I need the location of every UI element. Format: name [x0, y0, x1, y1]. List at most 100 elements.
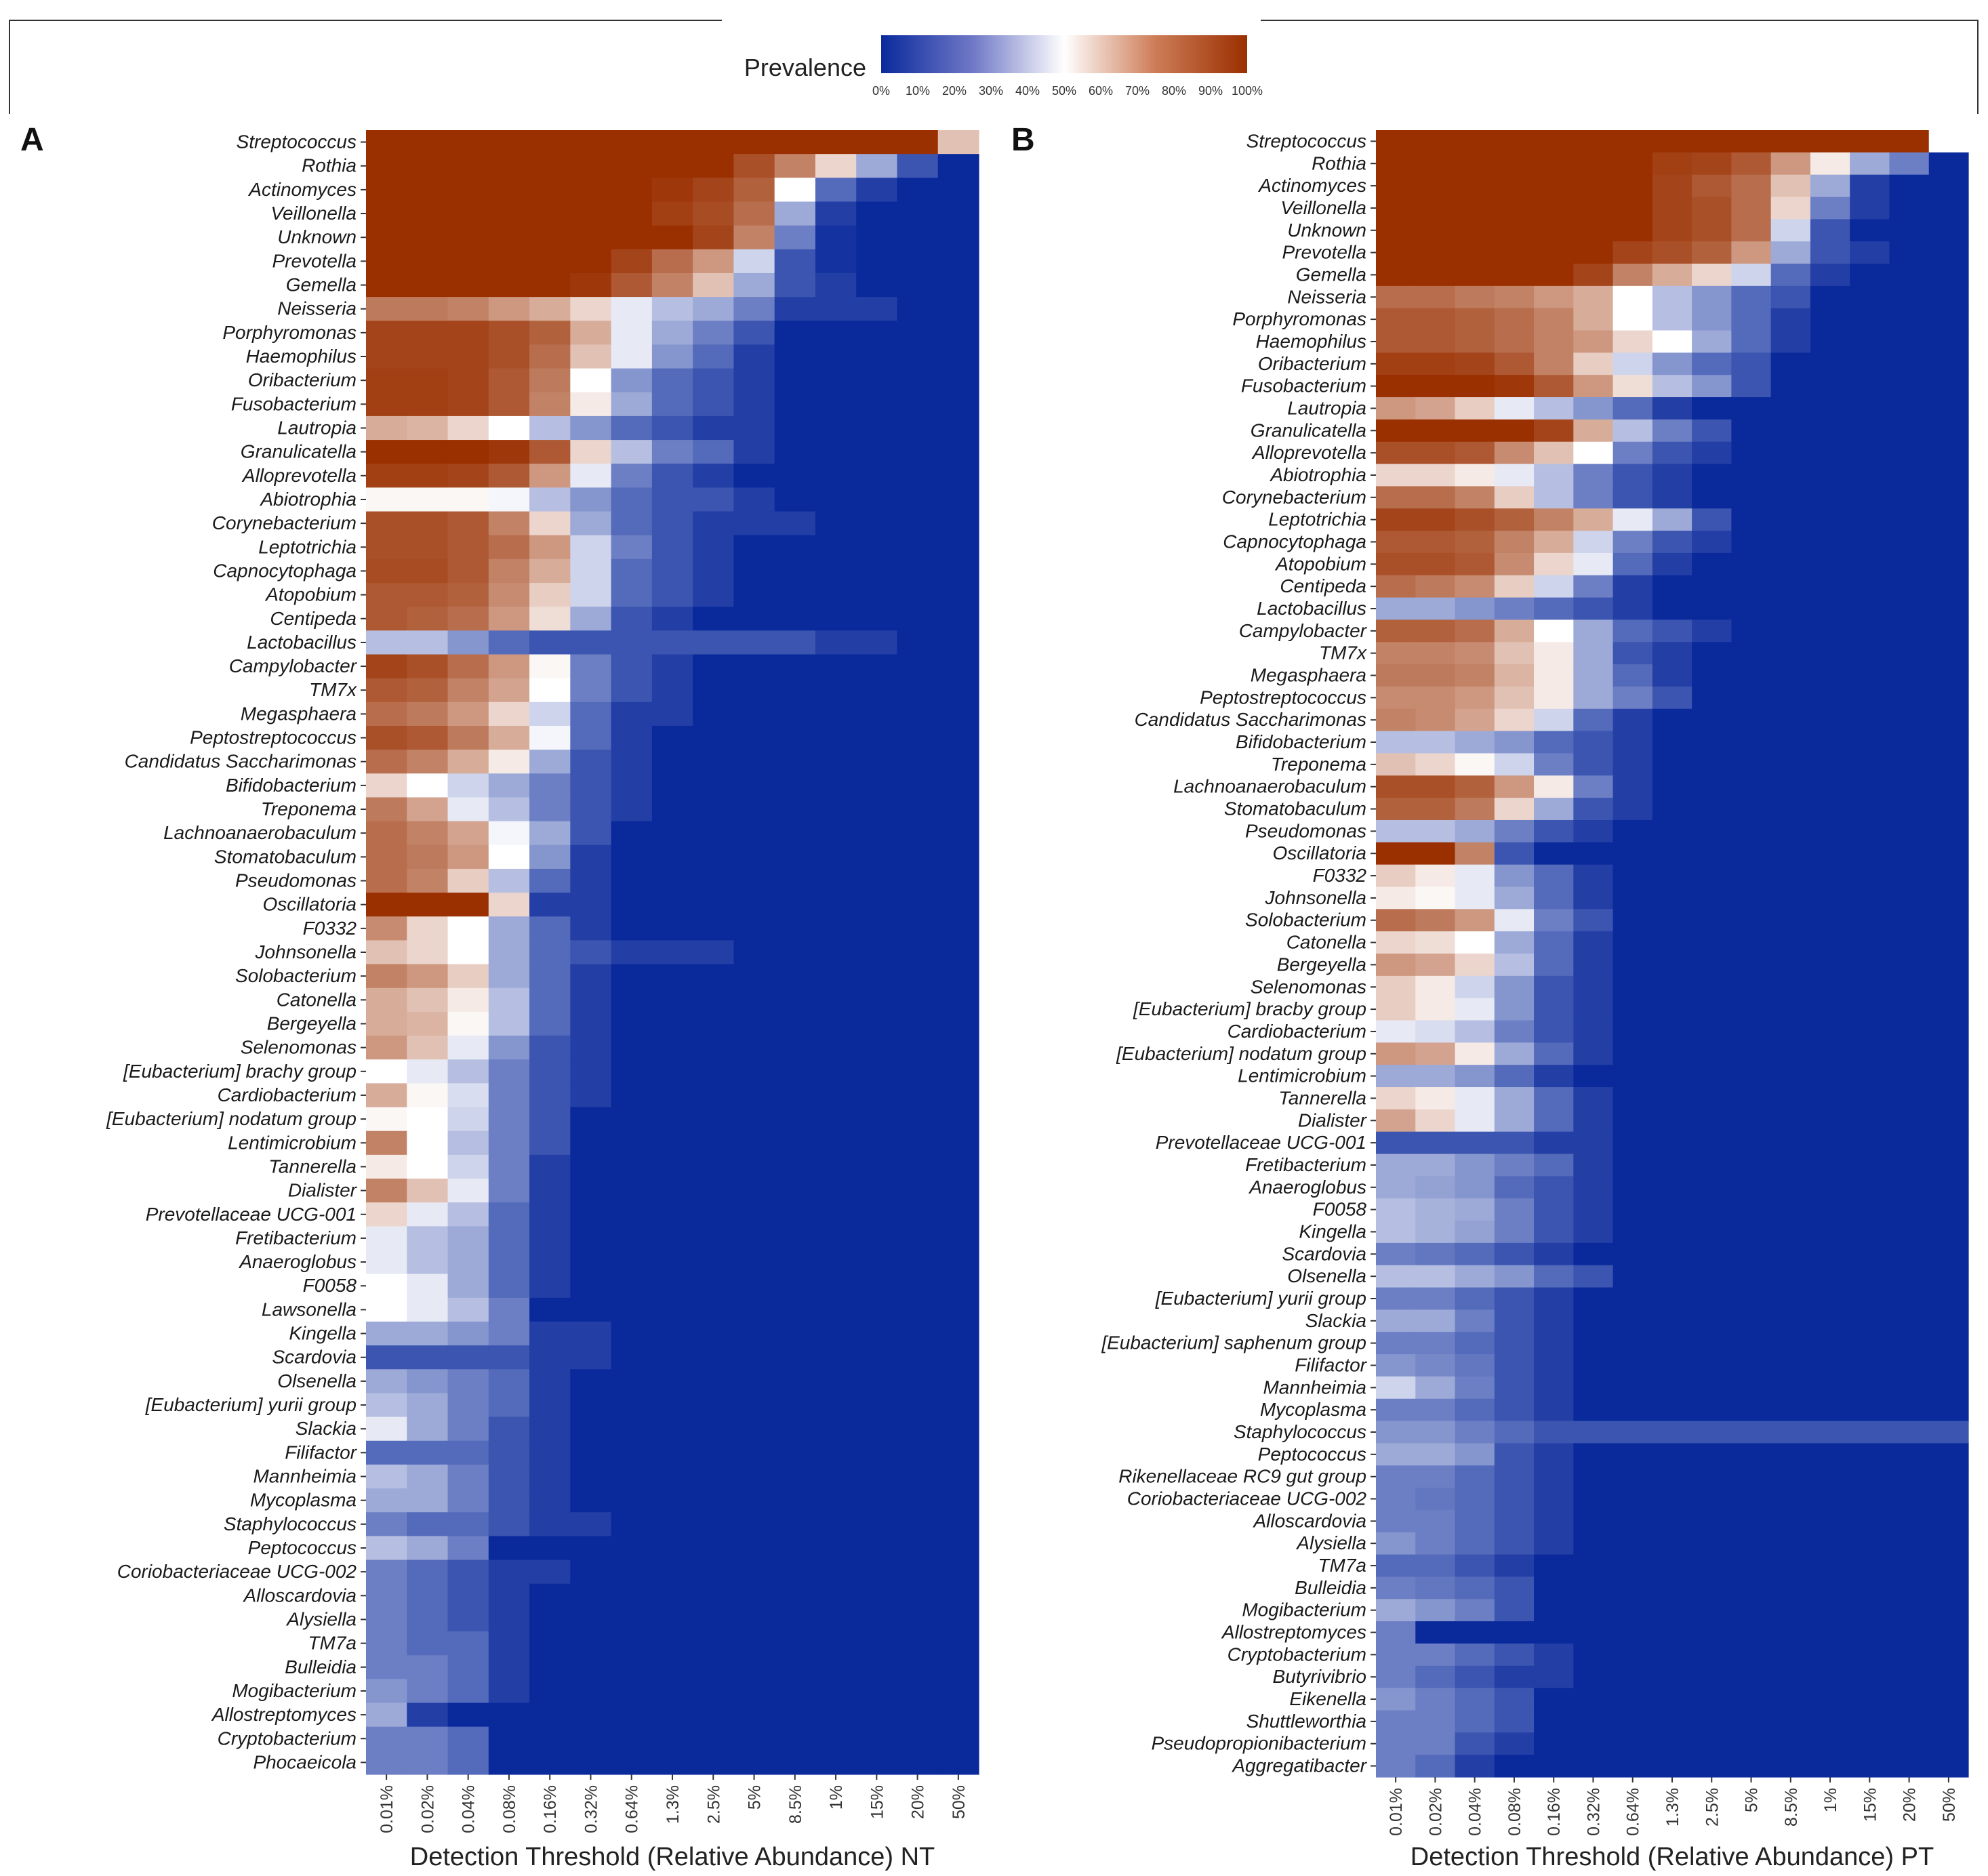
heatmap-cell — [488, 1036, 530, 1060]
heatmap-cell — [1770, 531, 1811, 554]
x-tick-label: 0.02% — [1426, 1788, 1445, 1836]
heatmap-cell — [570, 725, 612, 750]
x-tick-label: 0.16% — [1545, 1788, 1564, 1836]
heatmap-cell — [856, 1631, 898, 1656]
heatmap-cell — [815, 893, 857, 917]
heatmap-cell — [1770, 1087, 1811, 1110]
heatmap-cell — [774, 1036, 816, 1060]
heatmap-cell — [937, 130, 979, 155]
heatmap-cell — [1455, 1020, 1495, 1043]
y-tick-label: Prevotellaceae UCG-001 — [1156, 1132, 1366, 1153]
y-tick-label: [Eubacterium] yurii group — [145, 1394, 357, 1415]
heatmap-cell — [611, 1726, 653, 1751]
heatmap-cell — [1494, 1532, 1535, 1555]
heatmap-cell — [1692, 174, 1732, 198]
heatmap-cell — [1850, 1688, 1890, 1711]
heatmap-cell — [815, 368, 857, 393]
heatmap-cell — [774, 701, 816, 727]
heatmap-cell — [570, 868, 612, 893]
heatmap-cell — [366, 154, 407, 178]
heatmap-cell — [366, 1250, 407, 1275]
heatmap-cell — [1573, 1621, 1614, 1644]
heatmap-cell — [1692, 419, 1732, 443]
heatmap-cell — [1573, 619, 1614, 643]
heatmap-cell — [1534, 1465, 1574, 1488]
heatmap-cell — [651, 1250, 693, 1275]
heatmap-cell — [1928, 1599, 1969, 1622]
heatmap-cell — [1534, 1242, 1574, 1266]
heatmap-cell — [1652, 264, 1692, 287]
heatmap-cell — [1889, 619, 1930, 643]
heatmap-cell — [407, 654, 449, 679]
heatmap-cell — [1928, 219, 1969, 242]
heatmap-cell — [897, 750, 939, 774]
heatmap-cell — [1612, 1443, 1653, 1466]
legend-tick-label: 20% — [942, 84, 967, 98]
heatmap-cell — [651, 297, 693, 321]
heatmap-cell — [1415, 1710, 1456, 1733]
heatmap-cell — [366, 607, 407, 631]
heatmap-cell — [1494, 1621, 1535, 1644]
heatmap-cell — [897, 1607, 939, 1632]
legend-frame — [9, 20, 1979, 114]
heatmap-cell — [897, 987, 939, 1013]
heatmap-cell — [651, 1345, 693, 1370]
heatmap-cell — [937, 1036, 979, 1060]
heatmap-cell — [733, 1130, 775, 1156]
heatmap-cell — [897, 1369, 939, 1394]
heatmap-cell — [1770, 352, 1811, 375]
heatmap-cell — [611, 415, 653, 441]
y-tick-label: Alloscardovia — [1252, 1510, 1366, 1531]
heatmap-cell — [1652, 1576, 1692, 1599]
heatmap-cell — [488, 1369, 530, 1394]
heatmap-cell — [1494, 819, 1535, 843]
heatmap-cell — [570, 297, 612, 321]
heatmap-cell — [1573, 1665, 1614, 1689]
heatmap-cell — [693, 558, 734, 584]
legend-tick-label: 10% — [906, 84, 930, 98]
heatmap-cell — [1494, 1554, 1535, 1578]
heatmap-cell — [611, 893, 653, 917]
y-tick-label: Oribacterium — [1258, 353, 1366, 374]
heatmap-cell — [1494, 1065, 1535, 1088]
heatmap-cell — [1573, 1020, 1614, 1043]
heatmap-cell — [1770, 1198, 1811, 1221]
heatmap-cell — [1652, 508, 1692, 531]
heatmap-cell — [1534, 1710, 1574, 1733]
heatmap-cell — [1534, 1332, 1574, 1355]
heatmap-cell — [570, 1059, 612, 1084]
heatmap-cell — [733, 1297, 775, 1322]
heatmap-cell — [611, 201, 653, 226]
heatmap-cell — [407, 1536, 449, 1561]
heatmap-cell — [651, 1631, 693, 1656]
heatmap-cell — [529, 1345, 571, 1370]
heatmap-cell — [1455, 1643, 1495, 1667]
heatmap-cell — [1810, 1065, 1850, 1088]
heatmap-cell — [815, 130, 857, 155]
heatmap-cell — [651, 1297, 693, 1322]
heatmap-cell — [529, 1536, 571, 1561]
y-tick-label: Veillonella — [1280, 197, 1366, 218]
heatmap-cell — [1692, 619, 1732, 643]
heatmap-cell — [856, 797, 898, 822]
heatmap-cell — [488, 701, 530, 727]
x-tick-label: 15% — [1861, 1788, 1880, 1822]
heatmap-cell — [488, 1655, 530, 1679]
heatmap-cell — [1850, 285, 1890, 309]
heatmap-cell — [488, 178, 530, 203]
heatmap-cell — [1534, 375, 1574, 398]
heatmap-cell — [1770, 642, 1811, 665]
legend: Prevalence 0% 10% 20% 30% 40% 50% 60% 70% 80% 90%… — [744, 35, 1263, 98]
heatmap-cell — [1770, 998, 1811, 1021]
heatmap-cell — [1376, 575, 1416, 598]
heatmap-cell — [815, 1369, 857, 1394]
heatmap-cell — [1652, 909, 1692, 932]
y-tick-label: Fusobacterium — [231, 393, 357, 414]
heatmap-cell — [693, 868, 734, 893]
heatmap-cell — [1731, 1688, 1772, 1711]
heatmap-cell — [407, 225, 449, 250]
heatmap-cell — [407, 1607, 449, 1632]
heatmap-cell — [1770, 1755, 1811, 1778]
heatmap-cell — [1494, 152, 1535, 176]
heatmap-cell — [1376, 1688, 1416, 1711]
